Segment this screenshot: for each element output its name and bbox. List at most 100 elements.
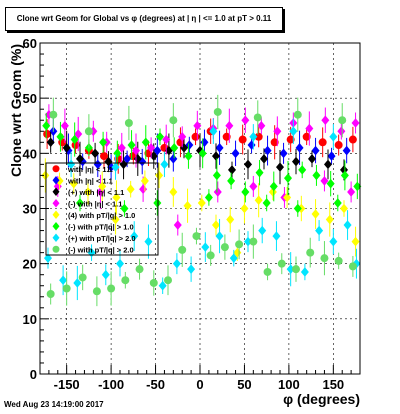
legend: with |η| < 1.1 with |η| < 1.1 (+) with |η|… — [45, 162, 159, 256]
data-point — [260, 154, 268, 164]
x-tick-label: 150 — [322, 377, 344, 392]
data-point — [320, 254, 329, 263]
data-point — [185, 140, 194, 150]
y-tick-label: 10 — [23, 312, 37, 327]
data-point — [212, 170, 221, 181]
data-point — [340, 170, 349, 181]
data-point — [153, 145, 162, 156]
data-point — [169, 116, 178, 125]
data-point — [62, 143, 71, 153]
data-point — [241, 115, 250, 126]
data-point — [46, 137, 55, 148]
data-point — [99, 137, 108, 148]
data-point — [351, 236, 360, 247]
data-point — [132, 145, 140, 156]
data-point — [315, 225, 324, 236]
data-point — [116, 258, 124, 269]
x-axis-label: φ (degrees) — [283, 391, 360, 407]
x-tick-label: 0 — [196, 377, 203, 392]
data-point — [98, 181, 107, 192]
data-point — [347, 187, 356, 197]
data-point — [342, 145, 351, 156]
data-point — [96, 187, 105, 197]
data-point — [348, 135, 357, 144]
data-point — [340, 203, 348, 214]
data-point — [229, 253, 238, 263]
data-point — [100, 152, 108, 161]
data-point — [247, 140, 256, 150]
data-point — [244, 236, 252, 247]
data-point — [74, 129, 83, 139]
legend-label: (+) with |η| < 1.1 — [68, 188, 124, 197]
data-point — [84, 187, 92, 197]
y-tick-label: 0 — [30, 367, 37, 382]
data-point — [306, 248, 315, 257]
data-point — [76, 154, 84, 164]
data-point — [164, 276, 172, 285]
legend-label: with |η| < 1.1 — [67, 165, 113, 174]
legend-marker — [52, 222, 60, 231]
data-point — [257, 120, 266, 131]
data-point — [329, 131, 338, 142]
data-point — [42, 120, 51, 131]
data-point — [241, 187, 250, 197]
legend-label: (-) with |η| < 1.1 — [68, 199, 122, 208]
data-point — [320, 176, 329, 186]
data-point — [273, 126, 282, 137]
data-point — [117, 143, 126, 153]
data-point — [286, 264, 295, 274]
data-point — [212, 220, 220, 230]
data-point — [222, 132, 231, 141]
data-point — [197, 198, 206, 208]
legend-marker — [52, 233, 60, 242]
data-point — [201, 242, 210, 252]
data-point — [244, 159, 252, 170]
data-point — [215, 231, 224, 241]
legend-label: (4) with pT/|q| > 1.0 — [68, 211, 135, 220]
data-point — [268, 187, 277, 197]
data-point — [123, 154, 132, 164]
data-point — [286, 135, 295, 144]
data-point — [141, 137, 150, 148]
data-point — [293, 203, 302, 214]
legend-marker — [52, 199, 60, 208]
data-point — [200, 137, 209, 148]
data-point — [334, 141, 343, 150]
data-point — [220, 243, 229, 252]
data-point — [60, 120, 69, 131]
legend-marker — [52, 176, 60, 185]
data-point — [178, 131, 187, 142]
data-point — [53, 181, 62, 192]
data-point — [92, 287, 101, 296]
data-point — [348, 262, 357, 271]
data-point — [111, 214, 120, 225]
axis-ticks: -150 -100 -50 0 50 100 150 0 10 20 30 40 50 60 — [23, 36, 361, 392]
data-point — [334, 256, 343, 265]
timestamp-footer: Wed Aug 23 14:19:00 2017 — [4, 400, 104, 409]
data-point — [73, 278, 82, 288]
data-point — [139, 184, 148, 194]
data-point — [289, 126, 298, 137]
data-point — [293, 110, 302, 119]
data-point — [333, 198, 342, 208]
data-point — [184, 151, 193, 161]
data-point — [249, 181, 258, 192]
data-point — [343, 220, 352, 230]
data-point — [162, 134, 171, 145]
data-point — [249, 237, 258, 246]
data-point — [213, 187, 222, 197]
data-point — [153, 198, 162, 208]
data-point — [255, 167, 264, 178]
data-point — [76, 198, 84, 208]
data-point — [235, 240, 244, 249]
data-point — [49, 110, 58, 119]
data-point — [59, 275, 68, 286]
x-tick-label: 100 — [278, 377, 300, 392]
data-point — [254, 195, 263, 206]
y-tick-label: 20 — [23, 257, 37, 272]
data-point — [305, 123, 314, 134]
data-point — [231, 148, 240, 159]
data-point — [187, 264, 196, 274]
data-point — [183, 200, 192, 211]
